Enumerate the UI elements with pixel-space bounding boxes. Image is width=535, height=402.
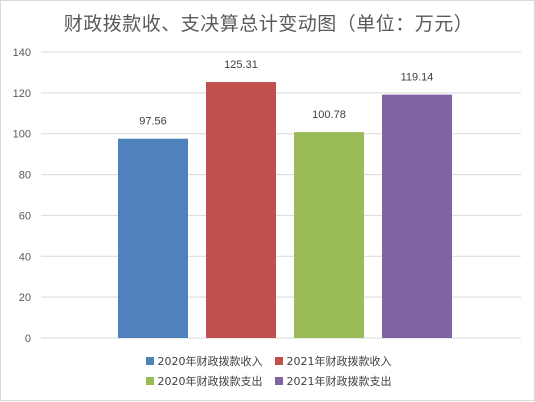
legend-item: 2021年财政拨款收入 (274, 353, 392, 369)
legend-swatch (274, 377, 283, 385)
legend-item: 2020年财政拨款支出 (145, 373, 263, 389)
y-tick-label: 20 (19, 292, 31, 304)
legend-label: 2020年财政拨款支出 (157, 375, 263, 388)
data-label: 100.78 (312, 109, 346, 121)
legend-label: 2021年财政拨款收入 (286, 355, 392, 368)
chart-title: 财政拨款收、支决算总计变动图（单位：万元） (63, 13, 474, 35)
legend-label: 2021年财政拨款支出 (286, 375, 392, 388)
legend-label: 2020年财政拨款收入 (157, 355, 263, 368)
bar (382, 94, 452, 338)
legend-item: 2021年财政拨款支出 (274, 373, 392, 389)
y-tick-label: 100 (13, 129, 31, 141)
y-tick-label: 120 (13, 88, 31, 100)
data-label: 119.14 (401, 72, 434, 84)
legend: 2020年财政拨款收入 2021年财政拨款收入 2020年财政拨款支出 2021年财政… (1, 353, 535, 389)
y-tick-label: 60 (19, 210, 31, 222)
y-tick-label: 80 (19, 170, 31, 182)
y-tick-label: 40 (19, 251, 31, 263)
bar (118, 138, 188, 338)
y-tick-label: 140 (13, 47, 31, 59)
legend-swatch (145, 357, 154, 365)
data-label: 97.56 (139, 116, 167, 128)
legend-swatch (274, 357, 283, 365)
legend-item: 2020年财政拨款收入 (145, 353, 263, 369)
legend-swatch (145, 377, 154, 385)
y-tick-label: 0 (25, 333, 31, 345)
data-label: 125.31 (224, 59, 258, 71)
bar (206, 82, 276, 338)
bar (294, 132, 364, 338)
